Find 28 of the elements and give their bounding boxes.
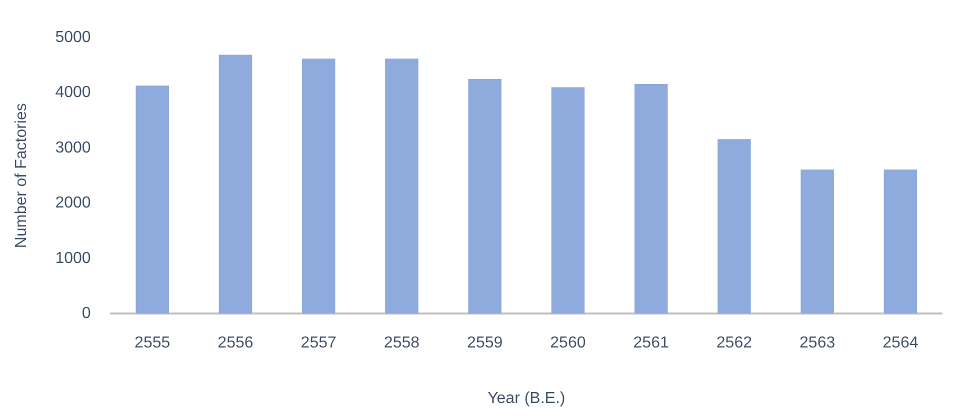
bar [302,58,336,314]
bar [800,170,834,314]
x-axis-title: Year (B.E.) [488,390,566,407]
y-tick-label: 5000 [55,29,91,46]
x-tick-label: 2555 [134,334,170,352]
y-tick-label: 0 [82,305,91,322]
bar [468,79,502,314]
bar [718,139,751,314]
x-tick-label: 2560 [550,334,586,352]
x-tick-label: 2561 [633,334,669,352]
y-tick-label: 4000 [55,84,91,102]
bar [884,170,918,314]
y-axis-title: Number of Factories [13,103,30,248]
x-tick-label: 2564 [882,334,918,352]
x-tick-label: 2562 [716,334,752,352]
y-tick-label: 2000 [55,194,91,212]
x-tick-label: 2559 [467,334,503,352]
y-tick-label: 1000 [55,250,91,267]
bar [385,58,418,314]
bar [218,54,252,314]
bar [551,87,585,314]
y-tick-label: 3000 [55,139,91,156]
x-tick-label: 2556 [218,334,254,352]
bar [634,84,668,314]
bar [136,86,169,314]
x-tick-label: 2557 [300,334,336,352]
x-tick-label: 2563 [800,334,836,352]
x-tick-label: 2558 [384,334,420,352]
